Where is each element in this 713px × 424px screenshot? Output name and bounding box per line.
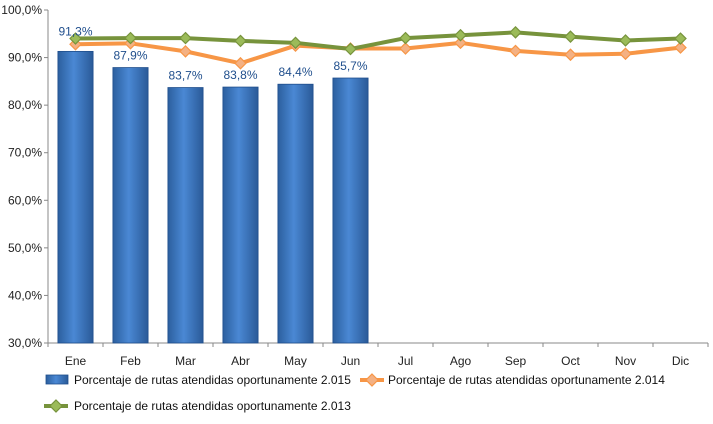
data-label-mar: 83,7%: [168, 69, 202, 83]
x-tick-label: Mar: [175, 354, 196, 368]
x-tick-label: Abr: [231, 354, 250, 368]
x-tick-label: Jun: [341, 354, 360, 368]
y-tick-label: 40,0%: [8, 288, 42, 302]
point-marker-ene: [69, 32, 82, 45]
x-tick-label: Ene: [65, 354, 87, 368]
x-tick-label: Ago: [450, 354, 472, 368]
x-tick-label: Dic: [672, 354, 689, 368]
x-tick-label: Oct: [561, 354, 580, 368]
series-line: [75, 40, 681, 66]
point-marker-ago: [454, 36, 467, 50]
y-tick-label: 50,0%: [8, 241, 42, 255]
point-marker-jul: [399, 31, 412, 45]
y-tick-label: 60,0%: [8, 193, 42, 207]
line-series: [69, 26, 687, 70]
y-tick-label: 100,0%: [1, 3, 42, 17]
axes: 30,0% 40,0% 50,0% 60,0% 70,0% 80,0% 90,0% 100,0…: [1, 3, 709, 368]
bar-ene: [57, 50, 94, 344]
point-marker-sep: [509, 26, 522, 39]
bar-may: [277, 83, 314, 344]
point-marker-jul: [399, 42, 412, 55]
bar-mar: [167, 87, 204, 344]
point-marker-oct: [564, 48, 577, 62]
legend-label-2015: Porcentaje de rutas atendidas oportuname…: [74, 373, 351, 387]
x-tick-label: Feb: [120, 354, 141, 368]
point-marker-nov: [619, 34, 632, 47]
series-line: [75, 30, 681, 52]
data-label-may: 84,4%: [278, 65, 312, 79]
point-marker-sep: [509, 44, 522, 58]
legend-label-2013: Porcentaje de rutas atendidas oportuname…: [74, 399, 351, 413]
point-marker-abr: [234, 34, 247, 48]
data-label-feb: 87,9%: [113, 49, 147, 63]
legend: Porcentaje de rutas atendidas oportuname…: [44, 373, 665, 413]
y-tick-label: 70,0%: [8, 146, 42, 160]
legend-marker-2013: [49, 399, 63, 413]
legend-label-2014: Porcentaje de rutas atendidas oportuname…: [388, 373, 665, 387]
bar-abr: [222, 86, 259, 344]
y-tick-label: 30,0%: [8, 336, 42, 350]
legend-marker-2014: [365, 373, 379, 387]
y-tick-label: 90,0%: [8, 51, 42, 65]
point-marker-may: [289, 36, 302, 50]
x-tick-label: Jul: [398, 354, 413, 368]
data-label-jun: 85,7%: [333, 59, 367, 73]
line-series-1: [69, 26, 687, 56]
data-label-abr: 83,8%: [223, 68, 257, 82]
point-marker-dic: [674, 41, 687, 54]
x-tick-label: Nov: [615, 354, 636, 368]
point-marker-feb: [124, 31, 137, 45]
x-tick-label: May: [284, 354, 307, 368]
bar-series-2015: [57, 50, 369, 344]
y-tick-label: 80,0%: [8, 98, 42, 112]
point-marker-nov: [619, 47, 632, 61]
point-marker-jun: [344, 42, 357, 56]
point-marker-mar: [179, 45, 192, 58]
x-tick-label: Sep: [505, 354, 527, 368]
point-marker-abr: [234, 56, 247, 70]
point-marker-oct: [564, 30, 577, 43]
legend-swatch-2015: [45, 374, 69, 385]
point-marker-ago: [454, 28, 467, 42]
data-label-ene: 91,3%: [58, 24, 92, 38]
point-marker-dic: [674, 32, 687, 45]
bar-jun: [332, 77, 369, 344]
bar-feb: [112, 67, 149, 344]
data-labels: 91,3% 87,9% 83,7% 83,8% 84,4% 85,7%: [58, 24, 367, 82]
point-marker-mar: [179, 31, 192, 45]
